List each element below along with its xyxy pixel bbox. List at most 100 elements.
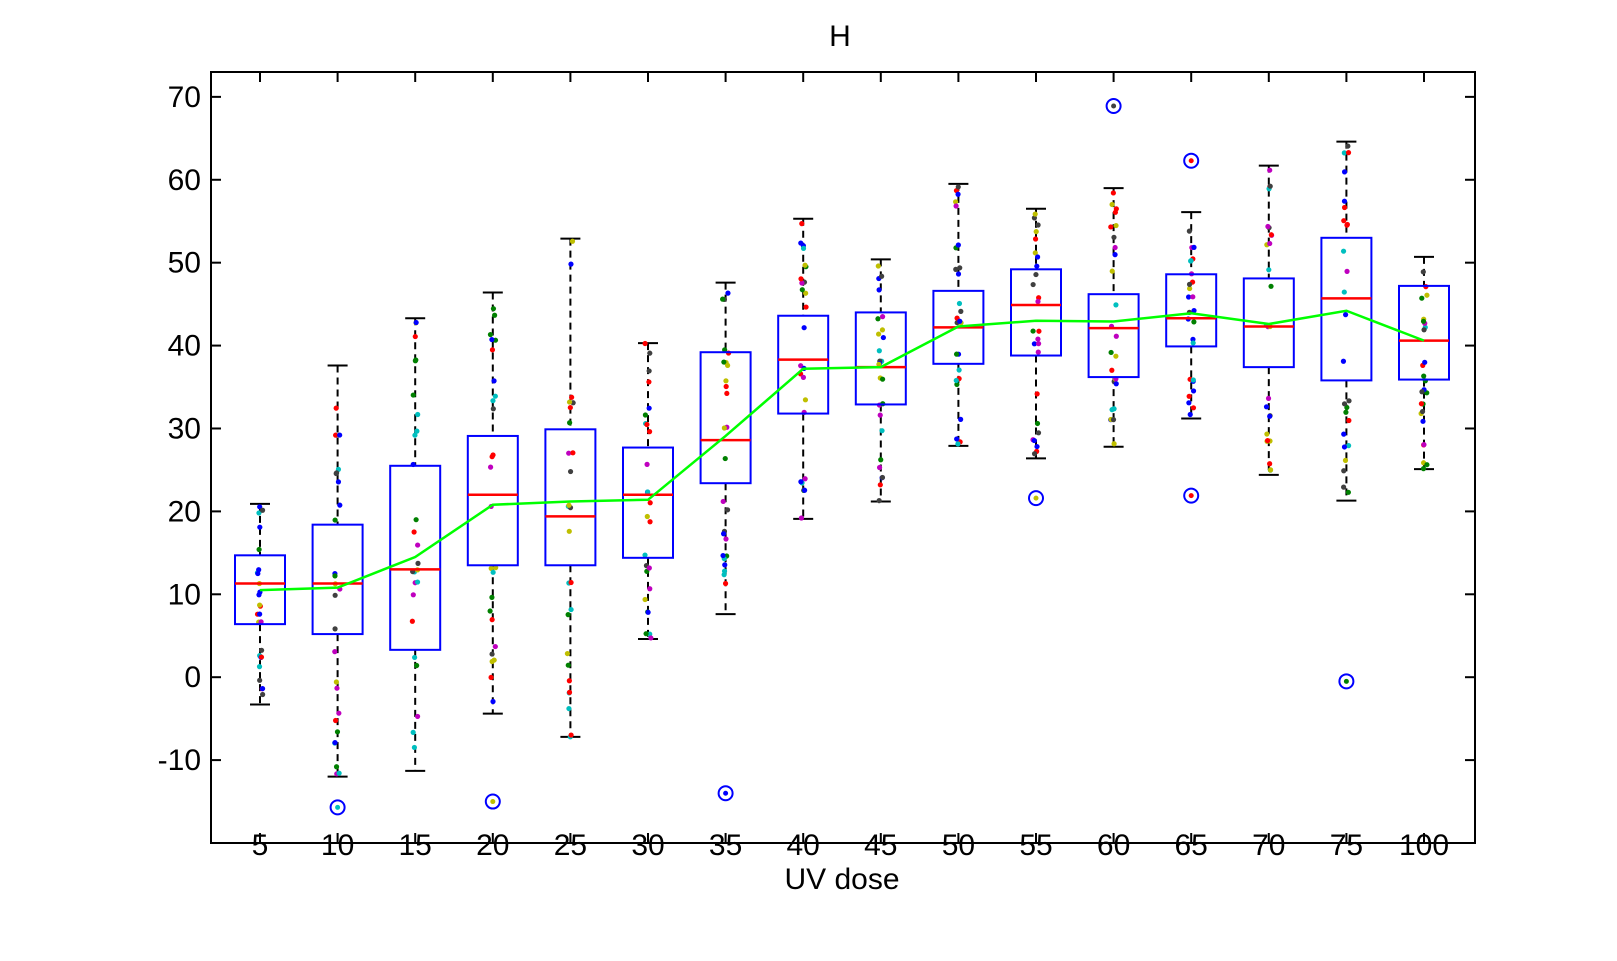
observation-point — [1346, 398, 1352, 404]
observation-point — [1420, 418, 1426, 424]
observation-point — [411, 744, 418, 751]
observation-point — [802, 476, 808, 482]
observation-point — [1424, 292, 1430, 298]
y-tick-label: 10 — [168, 578, 201, 611]
observation-point — [1341, 401, 1348, 407]
observation-point — [877, 482, 883, 488]
observation-point — [1341, 169, 1348, 175]
observation-point — [409, 618, 415, 624]
x-tick-label: 25 — [554, 829, 587, 862]
observation-point — [646, 429, 653, 435]
observation-point — [566, 705, 572, 712]
observation-point — [1112, 209, 1119, 215]
observation-point — [490, 306, 497, 312]
observation-point — [257, 602, 263, 608]
observation-point — [1032, 250, 1038, 256]
observation-point — [256, 510, 262, 516]
observation-point — [721, 425, 727, 431]
observation-point — [720, 531, 727, 537]
x-tick-label: 20 — [476, 829, 509, 862]
observation-point — [722, 580, 729, 587]
box-iqr — [544, 428, 597, 567]
observation-point — [412, 432, 418, 438]
observation-point — [490, 398, 496, 404]
observation-point — [802, 397, 809, 403]
observation-point — [800, 374, 807, 380]
observation-point — [337, 502, 343, 508]
outlier-point — [723, 790, 729, 796]
x-tick-label: 40 — [787, 829, 820, 862]
observation-point — [333, 679, 339, 685]
x-tick-label: 15 — [399, 829, 432, 862]
observation-point — [568, 606, 574, 613]
observation-point — [879, 428, 885, 434]
box-iqr — [854, 311, 907, 406]
observation-point — [1113, 381, 1119, 387]
observation-point — [1109, 407, 1115, 413]
y-tick-label: -10 — [158, 744, 201, 777]
observation-point — [1113, 302, 1119, 308]
observation-point — [1267, 183, 1273, 189]
observation-point — [260, 691, 266, 698]
observation-point — [720, 498, 726, 505]
observation-point — [490, 569, 496, 575]
observation-point — [1265, 437, 1271, 444]
observation-point — [1035, 430, 1042, 436]
observation-point — [721, 359, 727, 365]
observation-point — [1263, 404, 1270, 410]
observation-point — [257, 524, 263, 530]
observation-point — [336, 770, 342, 776]
observation-point — [334, 729, 341, 735]
observation-point — [332, 626, 338, 632]
observation-point — [1110, 190, 1116, 196]
observation-point — [1420, 318, 1427, 324]
observation-point — [489, 651, 495, 657]
observation-point — [723, 536, 729, 542]
x-tick-label: 35 — [709, 829, 742, 862]
observation-point — [877, 412, 883, 418]
outlier-point — [335, 804, 341, 810]
box-iqr — [1320, 236, 1373, 382]
x-tick-label: 60 — [1097, 829, 1130, 862]
observation-point — [1190, 294, 1196, 300]
observation-point — [256, 664, 263, 670]
observation-point — [255, 570, 261, 577]
observation-point — [1113, 222, 1119, 229]
observation-point — [1265, 395, 1272, 401]
observation-point — [645, 609, 651, 615]
observation-point — [256, 546, 262, 553]
axes-frame — [210, 71, 1476, 844]
observation-point — [492, 643, 498, 650]
observation-point — [957, 265, 963, 271]
observation-point — [490, 452, 496, 458]
observation-point — [411, 529, 417, 535]
observation-point — [568, 579, 574, 586]
observation-point — [1267, 167, 1273, 173]
observation-point — [413, 517, 419, 523]
x-axis-label: UV dose — [784, 863, 899, 896]
observation-point — [647, 350, 653, 356]
x-tick-label: 70 — [1252, 829, 1285, 862]
observation-point — [953, 351, 960, 357]
observation-point — [415, 411, 421, 418]
observation-point — [1030, 328, 1036, 334]
observation-point — [1191, 319, 1197, 325]
observation-point — [410, 729, 416, 735]
observation-point — [1035, 222, 1041, 228]
observation-point — [722, 455, 728, 462]
observation-point — [724, 390, 730, 397]
observation-point — [1267, 240, 1273, 247]
observation-point — [799, 287, 805, 293]
outlier-point — [1111, 103, 1117, 109]
observation-point — [955, 184, 961, 190]
observation-point — [414, 579, 421, 585]
observation-point — [488, 565, 494, 571]
outlier-marker — [717, 785, 734, 802]
observation-point — [879, 474, 886, 481]
observation-point — [1031, 215, 1038, 221]
observation-point — [1345, 489, 1351, 495]
observation-point — [798, 479, 804, 485]
observation-point — [1345, 143, 1351, 149]
x-tick-label: 30 — [631, 829, 664, 862]
observation-point — [257, 504, 263, 510]
